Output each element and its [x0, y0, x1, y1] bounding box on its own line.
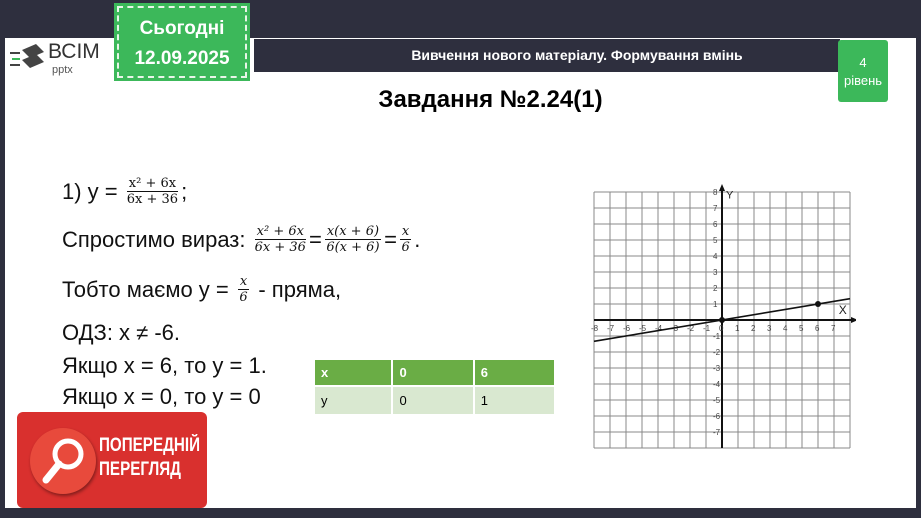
x-tick-label: -2 — [687, 324, 695, 333]
solution-line-4: ОДЗ: x ≠ -6. — [62, 320, 181, 345]
y-tick-label: -3 — [713, 364, 721, 373]
text: - пряма, — [258, 276, 342, 302]
section-banner: Вивчення нового матеріалу. Формування вм… — [254, 39, 840, 72]
x-tick-label: 4 — [783, 324, 788, 333]
logo-icon — [10, 44, 44, 68]
preview-line-1: ПОПЕРЕДНІЙ — [99, 435, 201, 456]
header-cell: 0 — [392, 360, 475, 386]
x-tick-label: 0 — [719, 324, 724, 333]
date-badge: Сьогодні 12.09.2025 — [114, 3, 250, 81]
y-axis-arrow — [719, 184, 725, 191]
cell: y — [315, 385, 394, 414]
y-tick-label: 3 — [713, 268, 718, 277]
page-title: Завдання №2.24(1) — [378, 86, 603, 113]
y-tick-label: -6 — [713, 412, 721, 421]
x-tick-label: -8 — [591, 324, 599, 333]
denominator: 6 — [401, 240, 410, 255]
x-tick-label: 6 — [815, 324, 820, 333]
x-tick-label: 5 — [799, 324, 804, 333]
y-tick-label: -5 — [713, 396, 721, 405]
preview-line-2: ПЕРЕГЛЯД — [99, 459, 181, 480]
level-badge: 4 рівень — [838, 40, 888, 102]
level-label: рівень — [843, 73, 883, 88]
x-axis-arrow — [851, 317, 856, 323]
numerator: x — [237, 274, 250, 290]
denominator: 6(x + 6) — [326, 240, 380, 255]
data-point — [719, 317, 725, 323]
data-point — [815, 301, 821, 307]
text: ; — [181, 178, 188, 204]
magnifier-icon — [30, 428, 96, 494]
numerator: x(x + 6) — [324, 224, 382, 240]
x-tick-label: -4 — [655, 324, 663, 333]
y-tick-label: -1 — [713, 332, 721, 341]
y-tick-label: 5 — [713, 236, 718, 245]
y-tick-label: 6 — [713, 220, 718, 229]
x-tick-label: 7 — [831, 324, 836, 333]
fraction: x(x + 6) 6(x + 6) — [324, 224, 382, 255]
y-tick-label: 2 — [713, 284, 718, 293]
y-tick-label: 7 — [713, 204, 718, 213]
x-tick-label: 1 — [735, 324, 740, 333]
fraction: x² + 6x 6x + 36 — [254, 224, 306, 255]
y-tick-label: 8 — [713, 188, 718, 197]
logo-text: ВСІМ — [48, 40, 100, 63]
preview-button[interactable]: ПОПЕРЕДНІЙ ПЕРЕГЛЯД — [17, 412, 207, 508]
date-value: 12.09.2025 — [134, 48, 230, 69]
y-tick-label: -4 — [713, 380, 721, 389]
preview-label: ПОПЕРЕДНІЙ ПЕРЕГЛЯД — [99, 434, 200, 482]
header-cell: 6 — [473, 360, 557, 386]
level-number: 4 — [859, 55, 867, 70]
x-tick-label: 2 — [751, 324, 756, 333]
header-cell: x — [315, 360, 394, 386]
denominator: 6x + 36 — [254, 240, 306, 255]
y-tick-label: -7 — [713, 428, 721, 437]
text: . — [414, 226, 421, 252]
text: = — [308, 226, 322, 252]
solution-line-5: Якщо x = 6, то y = 1. — [62, 353, 267, 378]
x-tick-label: -5 — [639, 324, 647, 333]
solution-line-2: Спростимо вираз: x² + 6x 6x + 36 = x(x + 6)… — [62, 224, 420, 255]
text: = — [384, 226, 397, 252]
y-tick-label: 1 — [713, 300, 718, 309]
cell: 1 — [473, 385, 557, 414]
numerator: x² + 6x — [126, 176, 179, 192]
solution-line-6: Якщо x = 0, то y = 0 — [62, 384, 261, 409]
fraction: x² + 6x 6x + 36 — [126, 176, 179, 207]
y-tick-label: -2 — [713, 348, 721, 357]
logo: ВСІМ pptx — [10, 40, 120, 76]
numerator: x² + 6x — [254, 224, 306, 240]
denominator: 6 — [239, 290, 248, 305]
cell: 0 — [392, 385, 475, 414]
x-tick-label: -1 — [703, 324, 711, 333]
date-label: Сьогодні — [139, 18, 225, 39]
y-axis-label: Y — [726, 189, 734, 201]
numerator: x — [399, 224, 412, 240]
text: Тобто маємо y = — [62, 276, 229, 302]
y-tick-label: 4 — [713, 252, 718, 261]
denominator: 6x + 36 — [126, 192, 179, 207]
solution-line-1: 1) y = x² + 6x 6x + 36; — [62, 176, 187, 207]
text: Спростимо вираз: — [62, 226, 246, 252]
text: 1) y = — [62, 178, 118, 204]
x-axis-label: X — [839, 303, 847, 317]
x-tick-label: 3 — [767, 324, 772, 333]
x-tick-label: -7 — [607, 324, 615, 333]
coordinate-graph: XY-8-7-6-5-4-3-2-101234567-7-6-5-4-3-2-1… — [591, 184, 856, 449]
logo-sub: pptx — [52, 64, 73, 76]
x-tick-label: -6 — [623, 324, 631, 333]
